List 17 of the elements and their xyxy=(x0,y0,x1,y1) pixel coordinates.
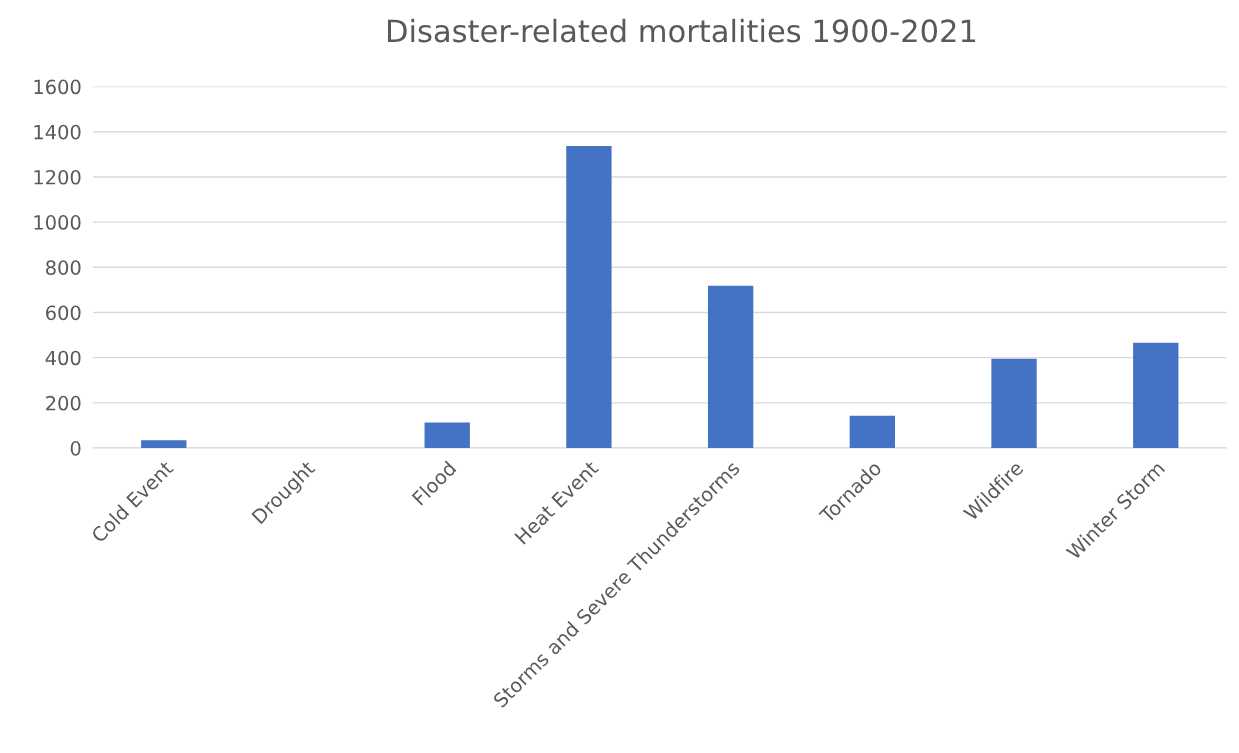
bar xyxy=(141,440,187,449)
y-tick-label: 800 xyxy=(46,260,81,275)
y-tick-label: 400 xyxy=(45,350,81,366)
bar xyxy=(991,358,1037,449)
bar xyxy=(424,422,470,449)
bar xyxy=(849,415,896,449)
y-tick-label: 1000 xyxy=(34,215,81,230)
y-tick-label: 600 xyxy=(46,305,81,321)
chart-title: Disaster-related mortalities 1900-2021 xyxy=(387,18,976,43)
bar xyxy=(707,285,754,449)
y-tick-label: 0 xyxy=(70,440,81,456)
y-tick-label: 1400 xyxy=(34,124,81,140)
bar xyxy=(566,146,612,449)
y-tick-label: 1200 xyxy=(34,169,81,185)
y-tick-label: 1600 xyxy=(34,79,81,95)
bar xyxy=(1133,342,1179,449)
y-tick-label: 200 xyxy=(46,395,81,411)
